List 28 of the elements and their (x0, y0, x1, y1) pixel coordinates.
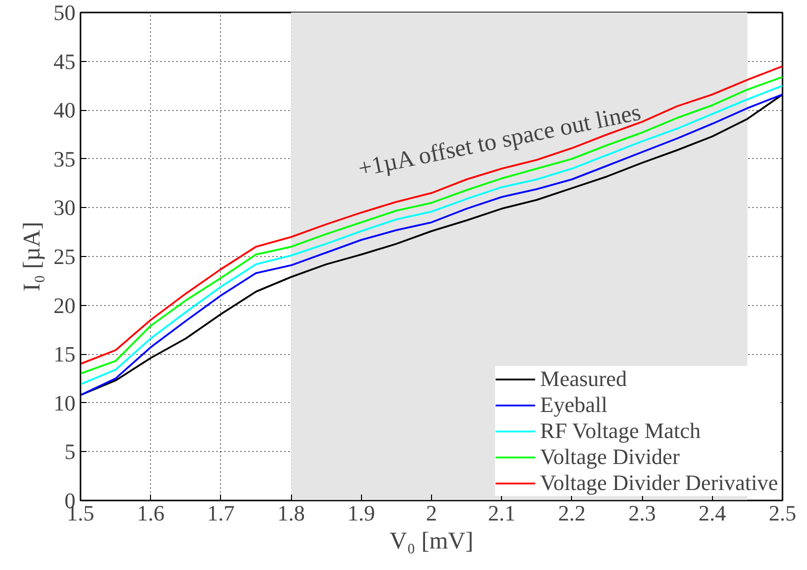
y-tick-label: 35 (54, 146, 76, 172)
x-tick-label: 2.1 (488, 500, 516, 526)
legend-label: RF Voltage Match (540, 418, 701, 444)
y-tick-label: 20 (54, 292, 76, 318)
x-tick-label: 2.5 (768, 500, 796, 526)
y-tick-label: 40 (54, 98, 76, 123)
y-tick-label: 10 (54, 390, 76, 416)
y-tick-label: 25 (54, 244, 76, 269)
x-tick-label: 2.4 (698, 500, 726, 526)
x-tick-label: 1.9 (348, 500, 376, 526)
y-tick-label: 45 (54, 48, 76, 74)
legend-label: Eyeball (540, 392, 608, 418)
y-tick-label: 30 (54, 195, 76, 220)
y-tick-label: 15 (54, 342, 76, 367)
x-tick-label: 1.7 (207, 500, 235, 526)
x-tick-label: 1.6 (136, 500, 164, 526)
x-tick-label: 2.3 (628, 500, 656, 526)
legend-label: Voltage Divider (540, 444, 680, 470)
x-tick-label: 1.8 (277, 500, 305, 526)
annotation: +1µA offset to space out lines (356, 100, 644, 182)
y-axis-title: I₀ [µA] (20, 222, 46, 292)
y-tick-label: 50 (54, 0, 76, 25)
x-tick-label: 2 (426, 500, 437, 526)
legend-label: Measured (540, 366, 627, 392)
legend-label: Voltage Divider Derivative (540, 470, 778, 496)
x-axis-title: V₀ [mV] (390, 528, 474, 554)
y-tick-label: 5 (64, 439, 76, 464)
x-tick-label: 2.2 (558, 500, 586, 526)
